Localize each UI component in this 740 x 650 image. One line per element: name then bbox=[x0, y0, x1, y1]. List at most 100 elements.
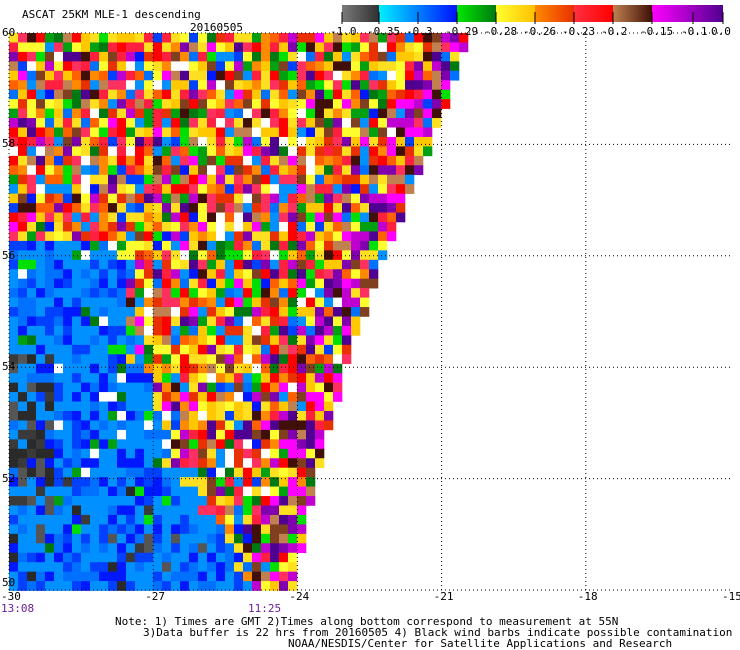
heatmap-cell bbox=[234, 467, 244, 478]
heatmap-cell bbox=[162, 316, 172, 327]
heatmap-cell bbox=[81, 411, 91, 421]
heatmap-cell bbox=[18, 269, 28, 279]
heatmap-cell bbox=[180, 552, 190, 563]
heatmap-cell bbox=[171, 146, 181, 157]
heatmap-cell bbox=[333, 165, 343, 176]
heatmap-cell bbox=[207, 240, 217, 251]
heatmap-cell bbox=[378, 70, 388, 81]
heatmap-cell bbox=[162, 401, 172, 412]
heatmap-cell bbox=[405, 184, 415, 194]
heatmap-cell bbox=[45, 382, 55, 393]
heatmap-cell bbox=[9, 411, 19, 421]
heatmap-cell bbox=[153, 250, 163, 261]
heatmap-cell bbox=[234, 231, 244, 242]
heatmap-cell bbox=[369, 99, 379, 109]
heatmap-cell bbox=[261, 411, 271, 421]
heatmap-cell bbox=[63, 250, 73, 261]
y-tick-label: 60 bbox=[2, 26, 16, 39]
heatmap-cell bbox=[36, 373, 46, 383]
heatmap-cell bbox=[18, 33, 28, 43]
heatmap-cell bbox=[225, 165, 235, 176]
chart-title: ASCAT 25KM MLE-1 descending bbox=[22, 8, 201, 21]
heatmap-cell bbox=[171, 514, 181, 525]
heatmap-cell bbox=[225, 193, 235, 204]
heatmap-cell bbox=[189, 335, 199, 346]
heatmap-cell bbox=[261, 335, 271, 346]
heatmap-cell bbox=[126, 231, 136, 242]
heatmap-cell bbox=[135, 127, 145, 138]
heatmap-cell bbox=[108, 297, 118, 308]
heatmap-cell bbox=[216, 146, 226, 157]
heatmap-cell bbox=[234, 174, 244, 185]
heatmap-cell bbox=[99, 458, 109, 468]
heatmap-cell bbox=[27, 411, 37, 421]
heatmap-cell bbox=[63, 155, 73, 166]
heatmap-cell bbox=[153, 259, 163, 270]
heatmap-cell bbox=[90, 80, 100, 90]
heatmap-cell bbox=[396, 193, 406, 204]
heatmap-cell bbox=[450, 33, 460, 43]
heatmap-cell bbox=[225, 458, 235, 468]
heatmap-cell bbox=[369, 42, 379, 53]
heatmap-cell bbox=[90, 155, 100, 166]
heatmap-cell bbox=[333, 240, 343, 251]
heatmap-cell bbox=[288, 477, 298, 487]
colorbar-tick-label: -0.3 bbox=[406, 25, 433, 38]
heatmap-cell bbox=[315, 429, 325, 440]
heatmap-cell bbox=[234, 524, 244, 535]
heatmap-cell bbox=[342, 203, 352, 213]
heatmap-cell bbox=[99, 392, 109, 402]
heatmap-cell bbox=[270, 51, 280, 62]
heatmap-cell bbox=[162, 269, 172, 279]
heatmap-cell bbox=[153, 61, 163, 72]
colorbar-segment bbox=[535, 5, 574, 22]
heatmap-cell bbox=[333, 354, 343, 365]
heatmap-cell bbox=[234, 335, 244, 346]
heatmap-cell bbox=[18, 165, 28, 176]
heatmap-cell bbox=[288, 174, 298, 185]
heatmap-cell bbox=[360, 203, 370, 213]
heatmap-cell bbox=[189, 392, 199, 402]
heatmap-cell bbox=[216, 231, 226, 242]
heatmap-cell bbox=[234, 297, 244, 308]
heatmap-cell bbox=[144, 297, 154, 308]
heatmap-cell bbox=[315, 165, 325, 176]
heatmap-cell bbox=[342, 325, 352, 336]
heatmap-cell bbox=[171, 533, 181, 544]
heatmap-cell bbox=[270, 477, 280, 487]
heatmap-cell bbox=[144, 363, 154, 374]
heatmap-cell bbox=[99, 259, 109, 270]
heatmap-cell bbox=[342, 231, 352, 242]
heatmap-cell bbox=[360, 127, 370, 138]
heatmap-cell bbox=[18, 136, 28, 147]
heatmap-cell bbox=[144, 203, 154, 213]
heatmap-cell bbox=[18, 496, 28, 506]
heatmap-cell bbox=[81, 325, 91, 336]
heatmap-cell bbox=[189, 316, 199, 327]
heatmap-cell bbox=[126, 269, 136, 279]
heatmap-cell bbox=[135, 231, 145, 242]
heatmap-cell bbox=[90, 278, 100, 289]
heatmap-cell bbox=[171, 581, 181, 591]
heatmap-cell bbox=[252, 420, 262, 431]
heatmap-cell bbox=[27, 250, 37, 261]
heatmap-cell bbox=[225, 136, 235, 147]
heatmap-cell bbox=[261, 496, 271, 506]
time-label-mid: 11:25 bbox=[248, 602, 282, 615]
heatmap-cell bbox=[189, 42, 199, 53]
heatmap-cell bbox=[54, 307, 64, 317]
heatmap-cell bbox=[36, 562, 46, 572]
heatmap-cell bbox=[189, 382, 199, 393]
heatmap-cell bbox=[252, 344, 262, 355]
heatmap-cell bbox=[216, 363, 226, 374]
heatmap-cell bbox=[243, 316, 253, 327]
heatmap-cell bbox=[135, 335, 145, 346]
heatmap-cell bbox=[81, 174, 91, 185]
heatmap-cell bbox=[99, 571, 109, 582]
heatmap-cell bbox=[270, 581, 280, 591]
heatmap-cell bbox=[18, 533, 28, 544]
heatmap-cell bbox=[9, 524, 19, 535]
heatmap-cell bbox=[270, 136, 280, 147]
heatmap-cell bbox=[180, 543, 190, 554]
heatmap-cell bbox=[9, 193, 19, 204]
